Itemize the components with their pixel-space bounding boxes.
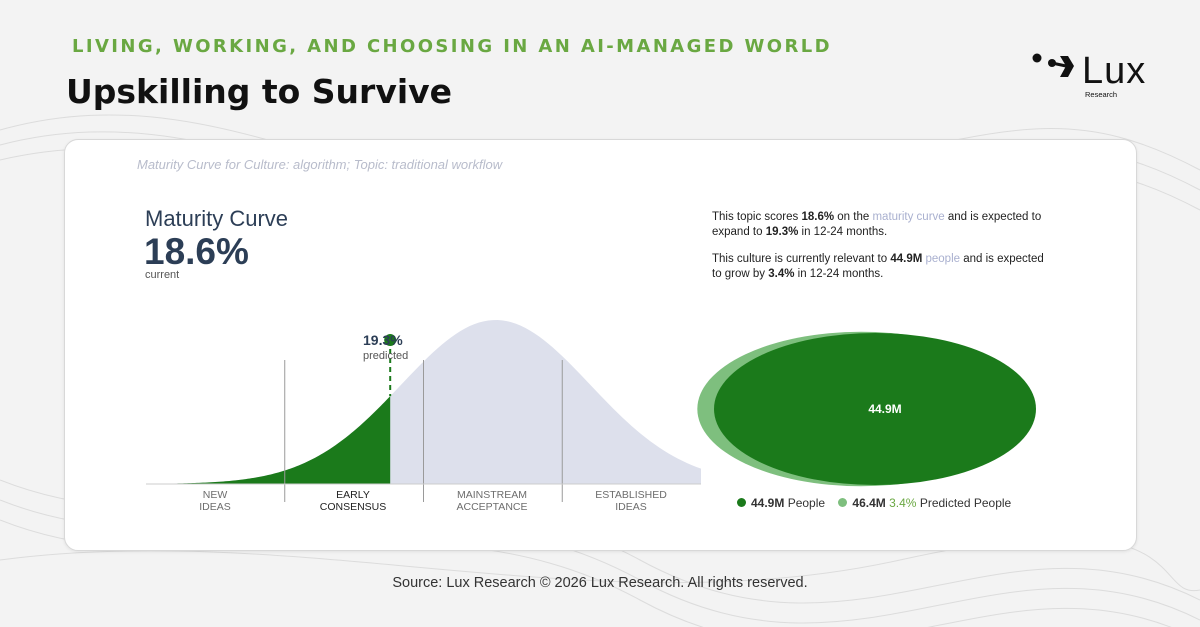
predicted-value-label: 19.3%	[363, 332, 403, 348]
maturity-card: Maturity Curve for Culture: algorithm; T…	[64, 139, 1137, 551]
curve-area-current	[146, 396, 391, 484]
logo-wordmark: Lux	[1082, 50, 1147, 92]
maturity-curve-chart	[146, 320, 1036, 502]
predicted-caption: predicted	[363, 350, 409, 362]
stage-label-mainstream-acceptance: MAINSTREAM ACCEPTANCE	[456, 489, 528, 513]
bubble-legend: 44.9M People 46.4M 3.4% Predicted People	[737, 496, 1021, 510]
maturity-current-value: 18.6%	[144, 231, 249, 272]
description-culture-relevance: This culture is currently relevant to 44…	[712, 253, 1044, 280]
maturity-current-label: current	[145, 269, 180, 281]
stage-label-early-consensus: EARLY CONSENSUS	[319, 489, 387, 513]
stage-label-new-ideas: NEW IDEAS	[199, 489, 231, 513]
stage-label-established-ideas: ESTABLISHED IDEAS	[595, 489, 667, 513]
logo-subtext: Research	[1085, 90, 1118, 99]
source-footer: Source: Lux Research © 2026 Lux Research…	[392, 575, 808, 591]
bubble-center-label: 44.9M	[868, 402, 902, 416]
lux-logo-icon	[1032, 53, 1074, 77]
lux-research-logo: Lux Research	[1030, 50, 1160, 100]
maturity-curve-label: Maturity Curve	[145, 206, 289, 231]
legend-item-people: 44.9M People	[737, 496, 825, 510]
bubble-current-people	[714, 333, 1036, 485]
card-subtitle: Maturity Curve for Culture: algorithm; T…	[137, 157, 503, 172]
page-title: Upskilling to Survive	[66, 72, 453, 111]
predicted-marker-dot	[384, 334, 397, 346]
description-topic-score: This topic scores 18.6% on the maturity …	[712, 211, 1042, 238]
kicker-heading: LIVING, WORKING, AND CHOOSING IN AN AI-M…	[72, 36, 832, 57]
legend-item-predicted-people: 46.4M 3.4% Predicted People	[838, 496, 1011, 510]
